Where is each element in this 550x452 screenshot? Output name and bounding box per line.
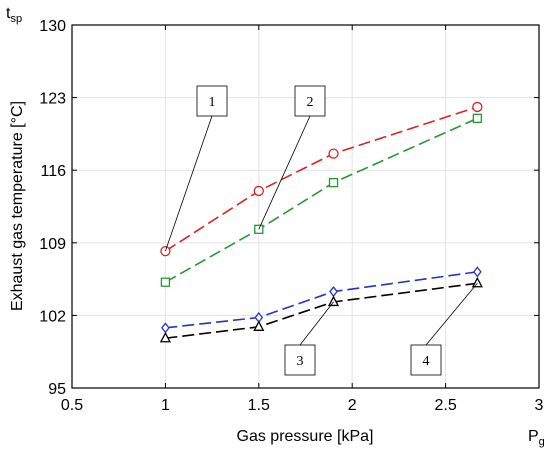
callout-2-box	[294, 85, 326, 117]
callout-4-label: 4	[423, 354, 430, 369]
callout-1-box	[196, 85, 228, 117]
x-tick-label-5: 3	[535, 397, 544, 414]
callout-3: 3	[284, 301, 334, 376]
x-axis-symbol: Pg	[528, 428, 545, 448]
y-tick-label-4: 123	[39, 91, 66, 108]
y-axis-label: Exhaust gas temperature [°C]	[9, 101, 26, 311]
x-axis-label: Gas pressure [kPa]	[237, 428, 374, 445]
series-1-point-2	[328, 177, 339, 188]
series-0-point-1	[253, 185, 264, 197]
series-2-point-3	[473, 266, 482, 278]
y-tick-label-5: 130	[39, 18, 66, 35]
series-3-point-1	[253, 320, 265, 331]
series-1-point-3	[472, 113, 483, 123]
x-tick-label-3: 2	[348, 397, 357, 414]
series-1-line	[165, 117, 478, 283]
x-axis-symbol-main: P	[528, 428, 539, 445]
y-tick-label-1: 102	[39, 308, 66, 325]
x-axis-ticks: 0.5 1 1.5 2 2.5 3	[61, 25, 544, 414]
plot-area-frame	[71, 24, 540, 389]
x-tick-label-4: 2.5	[434, 397, 456, 414]
series-0-point-2	[328, 148, 339, 159]
callout-2: 2	[258, 85, 326, 230]
y-axis-symbol-sub: sp	[10, 13, 22, 25]
series-3-point-3	[471, 276, 483, 288]
series-0-point-3	[472, 101, 483, 113]
y-tick-label-0: 95	[48, 381, 66, 398]
callout-3-box	[284, 344, 316, 376]
y-axis-symbol-main: t	[6, 5, 11, 22]
callout-1-leader	[165, 115, 213, 252]
series-3	[159, 276, 483, 343]
series-1-point-0	[160, 277, 171, 287]
callout-1-label: 1	[209, 95, 216, 110]
callout-2-label: 2	[307, 95, 314, 110]
x-tick-label-1: 1	[161, 397, 170, 414]
callout-2-leader	[258, 115, 311, 230]
x-axis-symbol-sub: g	[539, 436, 545, 448]
callout-layer: 1 2 3 4	[165, 85, 478, 376]
callout-4: 4	[410, 282, 478, 376]
callout-4-box	[410, 344, 442, 376]
series-0	[160, 101, 483, 257]
y-axis-symbol: tsp	[6, 5, 22, 25]
series-0-line	[164, 106, 478, 252]
x-tick-label-2: 1.5	[248, 397, 270, 414]
series-3-line	[165, 282, 478, 340]
y-tick-label-2: 109	[39, 236, 66, 253]
callout-1: 1	[165, 85, 228, 252]
series-2-line	[165, 271, 478, 329]
series-3-point-0	[159, 331, 171, 343]
series-2	[161, 266, 482, 334]
callout-3-leader	[299, 301, 334, 346]
callout-3-label: 3	[297, 354, 304, 369]
callout-4-leader	[425, 282, 478, 346]
x-tick-label-0: 0.5	[61, 397, 83, 414]
series-3-point-2	[327, 295, 340, 307]
y-tick-label-3: 116	[40, 163, 66, 180]
